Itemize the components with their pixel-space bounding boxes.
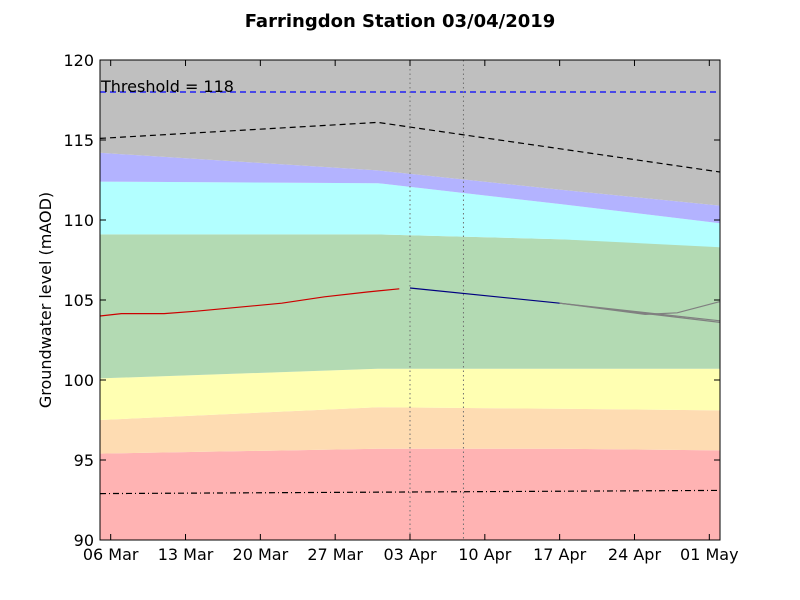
band-0 — [100, 448, 720, 540]
x-tick-label-5: 10 Apr — [458, 545, 512, 564]
x-tick-label-4: 03 Apr — [383, 545, 437, 564]
y-tick-label-1: 95 — [74, 451, 94, 470]
x-tick-label-0: 06 Mar — [83, 545, 139, 564]
axes: 90 95 100 105 110 115 120 06 Mar 13 Mar 20 Mar 27 … — [63, 51, 738, 564]
x-tick-label-6: 17 Apr — [533, 545, 587, 564]
y-tick-label-4: 110 — [63, 211, 94, 230]
plot-markers — [100, 60, 720, 540]
band-3 — [100, 234, 720, 379]
y-tick-label-5: 115 — [63, 131, 94, 150]
plot-lines — [99, 121, 721, 495]
x-tick-label-2: 20 Mar — [233, 545, 289, 564]
x-tick-label-3: 27 Mar — [307, 545, 363, 564]
y-tick-label-0: 90 — [74, 531, 94, 550]
series-line-3 — [409, 287, 560, 304]
chart-title: Farringdon Station 03/04/2019 — [245, 11, 556, 32]
series-line-2 — [99, 288, 400, 317]
x-tick-label-1: 13 Mar — [158, 545, 214, 564]
y-axis-label: Groundwater level (mAOD) — [36, 192, 55, 408]
series-line-6 — [559, 302, 721, 323]
x-tick-label-8: 01 May — [680, 545, 739, 564]
series-line-1 — [99, 489, 721, 495]
band-5 — [100, 152, 720, 224]
threshold-label: Threshold = 118 — [100, 77, 234, 96]
y-tick-label-2: 100 — [63, 371, 94, 390]
y-tick-label-6: 120 — [63, 51, 94, 70]
x-tick-label-7: 24 Apr — [608, 545, 662, 564]
y-tick-label-3: 105 — [63, 291, 94, 310]
series-line-0 — [99, 121, 721, 173]
